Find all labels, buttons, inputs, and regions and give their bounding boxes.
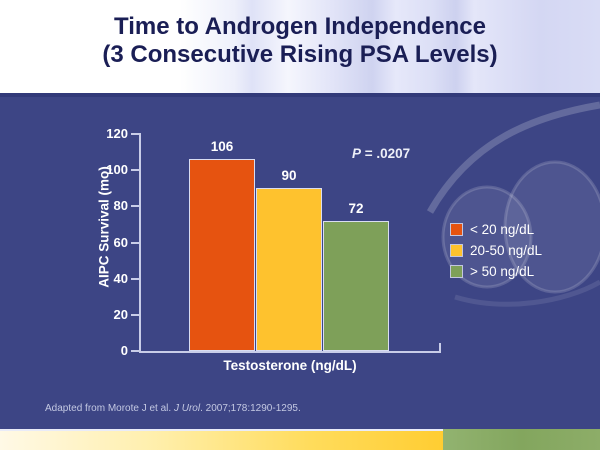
- y-tick-label: 100: [106, 162, 128, 178]
- y-tick-label: 120: [106, 126, 128, 141]
- y-axis-line: [139, 133, 141, 353]
- slide-header: Time to Androgen Independence (3 Consecu…: [0, 0, 600, 93]
- y-tick: [131, 133, 140, 135]
- footer-yellow-band: [0, 431, 443, 450]
- page-title-line2: (3 Consecutive Rising PSA Levels): [102, 41, 498, 68]
- bar: [256, 188, 322, 351]
- p-value-symbol: P: [352, 146, 362, 161]
- header-divider: [0, 93, 600, 97]
- legend: < 20 ng/dL 20-50 ng/dL > 50 ng/dL: [450, 220, 542, 283]
- citation-suffix: . 2007;178:1290-1295.: [200, 403, 301, 414]
- y-tick: [131, 169, 140, 172]
- y-tick: [131, 350, 140, 352]
- legend-item: > 50 ng/dL: [450, 262, 542, 281]
- chart-panel: AIPC Survival (mo) 0 20 40 60 80 100 120 106 90…: [0, 97, 600, 429]
- legend-label: > 50 ng/dL: [470, 264, 535, 279]
- y-tick-label: 40: [113, 270, 128, 286]
- bar: [189, 159, 255, 351]
- p-value-annotation: P = .0207: [352, 146, 410, 161]
- citation-journal: J Urol: [173, 403, 201, 414]
- x-axis-end-tick: [439, 343, 441, 351]
- citation-prefix: Adapted from Morote J et al.: [45, 403, 174, 414]
- y-tick-label: 0: [120, 343, 128, 358]
- bar-value-label: 90: [281, 168, 297, 184]
- legend-item: < 20 ng/dL: [450, 220, 542, 239]
- x-axis-line: [139, 351, 441, 353]
- x-axis-title: Testosterone (ng/dL): [223, 358, 357, 373]
- legend-label: 20-50 ng/dL: [470, 243, 543, 258]
- page-title-line1: Time to Androgen Independence: [113, 13, 487, 40]
- bar-value-label: 106: [210, 139, 234, 155]
- y-tick: [131, 277, 140, 280]
- footer-divider-line: [0, 429, 443, 431]
- footer-green-band: [443, 429, 600, 450]
- y-tick-label: 80: [113, 198, 128, 214]
- prostate-watermark-image: [426, 101, 600, 307]
- legend-swatch: [450, 265, 463, 278]
- bar-value-label: 72: [348, 200, 364, 216]
- y-tick: [131, 313, 140, 316]
- citation: Adapted from Morote J et al. J Urol. 200…: [45, 403, 301, 414]
- legend-item: 20-50 ng/dL: [450, 241, 542, 260]
- legend-swatch: [450, 223, 463, 236]
- y-tick-label: 60: [113, 234, 128, 250]
- page-title: Time to Androgen Independence (3 Consecu…: [0, 0, 600, 69]
- legend-swatch: [450, 244, 463, 257]
- bar: [323, 220, 389, 351]
- y-tick-label: 20: [113, 306, 128, 322]
- y-axis-title: AIPC Survival (mo): [96, 166, 112, 288]
- y-tick: [131, 205, 140, 208]
- legend-label: < 20 ng/dL: [470, 222, 535, 237]
- p-value-text: = .0207: [361, 146, 411, 161]
- footer-band: [0, 429, 600, 450]
- y-tick: [131, 241, 140, 244]
